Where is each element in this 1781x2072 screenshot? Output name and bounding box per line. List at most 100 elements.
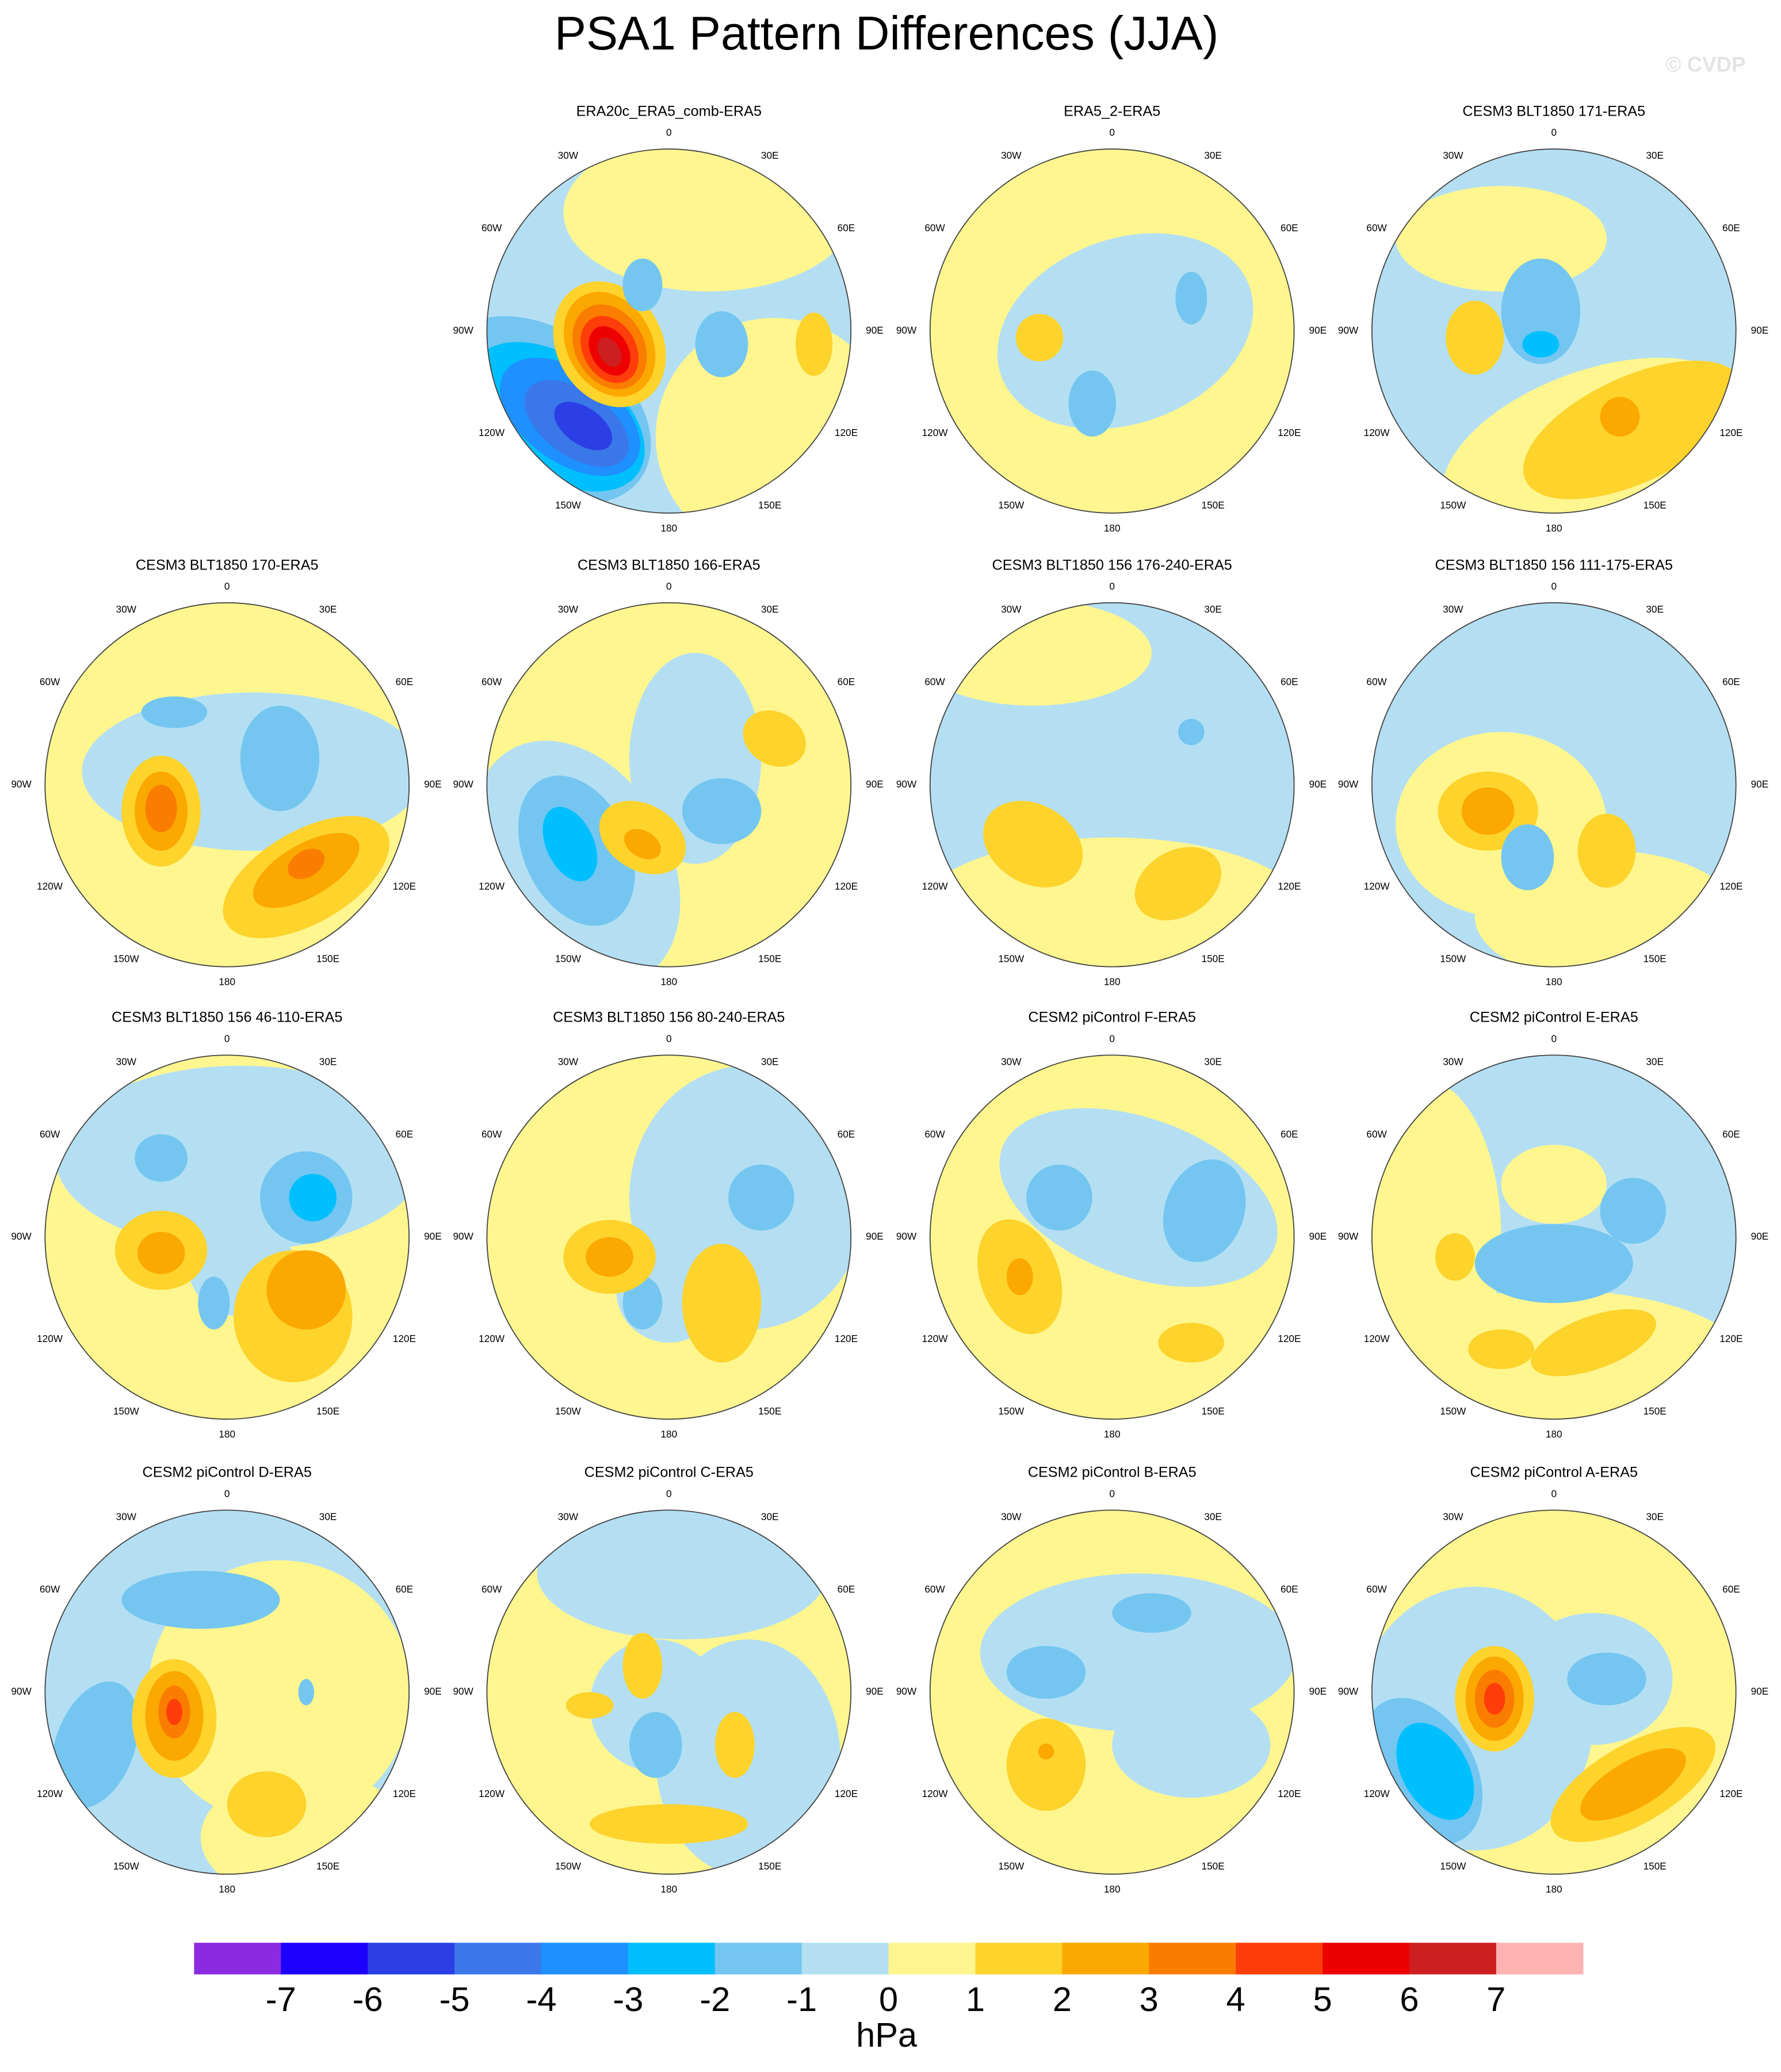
panel-title: CESM3 BLT1850 171-ERA5 [1462, 104, 1645, 120]
colorbar-tick-label: -7 [266, 1980, 296, 2019]
contour-region [1522, 331, 1560, 358]
longitude-label: 90E [1751, 1230, 1769, 1242]
colorbar-tick-label: -4 [526, 1980, 556, 2019]
contour-region [135, 1134, 188, 1182]
map-border [486, 1509, 852, 1875]
longitude-label: 90W [896, 778, 917, 790]
contour-region [1474, 1224, 1633, 1303]
longitude-label: 90E [424, 1685, 442, 1697]
longitude-label: 150E [758, 953, 781, 965]
longitude-label: 120W [922, 427, 949, 438]
contour-region [930, 602, 1152, 706]
contour-field [1371, 602, 1736, 967]
contour-region [1580, 1748, 1686, 1821]
longitude-label: 120E [835, 1333, 858, 1344]
map-panel: CESM3 BLT1850 156 80-240-ERA5 0 30E 60E 90E 1… [453, 1010, 883, 1440]
longitude-label: 90E [866, 1685, 884, 1697]
colorbar-swatch [1062, 1943, 1149, 1975]
longitude-label: 180 [1104, 1428, 1121, 1440]
longitude-label: 120W [37, 1333, 63, 1344]
longitude-label: 60W [40, 1583, 60, 1595]
longitude-label: 60W [40, 1128, 60, 1140]
contour-region [51, 1681, 139, 1809]
contour-region [542, 806, 598, 882]
longitude-label: 60E [1722, 1583, 1740, 1595]
contour-region [1501, 1145, 1607, 1224]
longitude-label: 60W [481, 1583, 502, 1595]
longitude-label: 0 [1109, 580, 1115, 592]
contour-field [930, 149, 1294, 513]
contour-region [1175, 272, 1207, 325]
longitude-label: 120W [479, 427, 505, 438]
map-border [1371, 602, 1737, 968]
contour-region [1006, 1718, 1086, 1811]
longitude-label: 30E [761, 1056, 779, 1067]
longitude-label: 60W [481, 222, 502, 234]
longitude-label: 30E [1646, 1511, 1664, 1522]
contour-field [1371, 1055, 1736, 1420]
longitude-label: 60E [838, 676, 855, 687]
longitude-label: 0 [1109, 127, 1115, 138]
longitude-label: 30E [1204, 1511, 1222, 1522]
contour-region [554, 402, 613, 450]
panel-title: CESM2 piControl D-ERA5 [143, 1465, 312, 1481]
colorbar-swatch [1149, 1943, 1236, 1975]
map-panel: CESM2 piControl A-ERA5 0 30E 60E 90E 120E 150E… [1338, 1465, 1768, 1895]
colorbar-swatch [368, 1943, 455, 1975]
longitude-label: 90E [1309, 778, 1327, 790]
longitude-label: 60E [1722, 222, 1740, 234]
contour-region [983, 801, 1083, 888]
colorbar-swatch [1409, 1943, 1497, 1975]
contour-region [1461, 787, 1515, 835]
contour-field [930, 1055, 1294, 1420]
contour-region [1468, 1329, 1534, 1369]
longitude-label: 90W [1338, 1230, 1359, 1242]
longitude-label: 30W [116, 1511, 137, 1522]
longitude-label: 150E [1644, 1405, 1667, 1417]
longitude-label: 0 [224, 1488, 230, 1499]
longitude-label: 90W [1338, 778, 1359, 790]
longitude-label: 0 [1109, 1033, 1115, 1044]
longitude-label: 150E [1644, 499, 1667, 511]
colorbar-tick-label: -6 [353, 1980, 383, 2019]
contour-region [597, 337, 622, 367]
longitude-label: 150W [998, 499, 1025, 511]
longitude-label: 150E [1202, 953, 1225, 965]
contour-region [590, 1804, 748, 1844]
contour-region [121, 1570, 280, 1629]
longitude-label: 150E [1644, 953, 1667, 965]
colorbar-swatch [194, 1943, 281, 1975]
colorbar-tick-label: -1 [786, 1980, 817, 2019]
contour-region [1484, 1683, 1505, 1715]
longitude-label: 60W [924, 676, 945, 687]
contour-region [1396, 1722, 1474, 1820]
contour-region [682, 1244, 762, 1363]
contour-region [240, 705, 320, 812]
longitude-label: 180 [1546, 1428, 1562, 1440]
map-border [929, 148, 1295, 514]
longitude-label: 30E [319, 603, 337, 615]
map-panel: CESM2 piControl E-ERA5 0 30E 60E 90E 120E 150E… [1338, 1010, 1769, 1440]
longitude-label: 0 [666, 580, 672, 592]
longitude-label: 150E [1644, 1860, 1667, 1872]
longitude-label: 30W [1443, 1511, 1463, 1522]
colorbar-tick-label: -3 [613, 1980, 643, 2019]
map-border [1371, 1054, 1737, 1420]
colorbar-tick-label: 0 [879, 1980, 898, 2019]
panel-title: CESM2 piControl E-ERA5 [1470, 1010, 1638, 1026]
longitude-label: 30W [1001, 603, 1022, 615]
longitude-label: 90W [1338, 1685, 1359, 1697]
panel-title: ERA5_2-ERA5 [1064, 104, 1160, 120]
longitude-label: 120E [1278, 1788, 1301, 1799]
contour-region [1026, 1164, 1092, 1231]
contour-region [695, 311, 748, 377]
colorbar-swatch [1323, 1943, 1410, 1975]
longitude-label: 120E [1719, 881, 1742, 892]
contour-region [137, 1232, 185, 1274]
contour-region [289, 1173, 337, 1222]
map-border [929, 1509, 1295, 1875]
longitude-label: 180 [660, 1883, 677, 1895]
longitude-label: 90W [896, 324, 917, 336]
longitude-label: 120E [835, 427, 858, 438]
contour-region [1178, 718, 1205, 746]
